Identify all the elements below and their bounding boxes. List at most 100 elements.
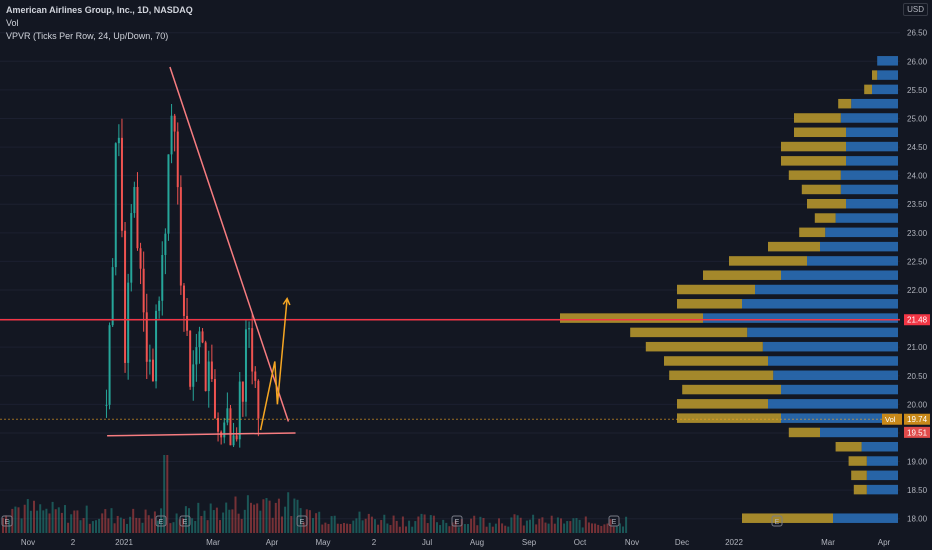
volume-bar [302, 522, 305, 533]
volume-bar [153, 511, 156, 533]
volume-bar [460, 519, 463, 533]
volume-bar [237, 513, 240, 533]
candle-body [151, 359, 154, 382]
volume-bar [172, 522, 175, 533]
vpvr-down-bar [781, 156, 846, 166]
vpvr-up-bar [820, 427, 898, 438]
vpvr-up-bar [781, 384, 898, 395]
volume-bar [510, 517, 513, 533]
candle-body [139, 248, 142, 269]
candle-body [207, 361, 210, 392]
vpvr-up-bar [846, 198, 898, 209]
volume-bar [383, 514, 386, 533]
volume-bar [587, 522, 590, 533]
candle-body [148, 359, 151, 362]
volume-indicator-label[interactable]: Vol [6, 18, 19, 28]
vpvr-down-bar [864, 84, 872, 95]
volume-bar [501, 523, 504, 533]
candle-body [176, 131, 179, 188]
volume-bar [367, 513, 370, 533]
candle-body [164, 233, 167, 255]
volume-bar [116, 515, 119, 533]
x-axis-tick-label: 2021 [115, 538, 133, 547]
vpvr-down-bar [838, 98, 852, 109]
price-tag [904, 426, 930, 438]
volume-bar [259, 510, 262, 533]
volume-bar [550, 515, 553, 533]
volume-bar [358, 511, 361, 533]
x-axis-tick-label: Apr [266, 538, 279, 547]
candle-body [124, 230, 127, 363]
volume-bar [209, 503, 212, 533]
vpvr-up-bar [755, 284, 898, 295]
vpvr-down-bar [835, 441, 862, 452]
volume-bar [95, 520, 97, 533]
volume-bar [591, 523, 593, 533]
candle-body [111, 267, 114, 326]
volume-bar [64, 505, 66, 533]
candle-body [238, 381, 241, 440]
vpvr-up-bar [851, 98, 898, 109]
volume-bar [423, 514, 426, 533]
volume-bar [411, 526, 414, 533]
volume-bar [321, 524, 324, 533]
candle-body [127, 282, 130, 363]
earnings-marker-label: E [775, 519, 780, 526]
earnings-marker-label: E [612, 519, 617, 526]
candle-body [158, 300, 161, 311]
chart-legend: American Airlines Group, Inc., 1D, NASDA… [6, 4, 193, 43]
volume-bar [135, 517, 138, 533]
volume-bar [377, 524, 380, 533]
vpvr-down-bar [814, 213, 836, 223]
volume-bar [200, 516, 203, 533]
volume-bar [597, 524, 600, 533]
volume-bar [547, 523, 550, 533]
symbol-title[interactable]: American Airlines Group, Inc., 1D, NASDA… [6, 5, 193, 15]
volume-bar [225, 502, 228, 533]
volume-bar [129, 516, 132, 533]
volume-bar [343, 522, 345, 533]
vpvr-up-bar [840, 170, 898, 180]
volume-bar [54, 509, 57, 533]
volume-bar [243, 509, 246, 533]
volume-bar [572, 518, 575, 533]
candle-body [189, 330, 192, 387]
y-axis-tick-label: 23.00 [907, 229, 928, 238]
volume-bar [426, 523, 429, 533]
volume-bar [352, 520, 355, 533]
volume-bar [79, 520, 82, 533]
vpvr-indicator-label[interactable]: VPVR (Ticks Per Row, 24, Up/Down, 70) [6, 31, 169, 41]
volume-bar [560, 518, 562, 533]
earnings-marker-icon [155, 515, 167, 527]
volume-bar [482, 517, 485, 533]
earnings-marker-icon [179, 515, 191, 527]
currency-label[interactable]: USD [903, 3, 928, 16]
volume-bar [194, 520, 197, 533]
vpvr-up-bar [768, 399, 898, 409]
earnings-marker-icon [608, 515, 620, 527]
x-axis-tick-label: Aug [470, 538, 484, 547]
y-axis-tick-label: 25.00 [907, 114, 928, 123]
volume-bar [436, 522, 438, 533]
volume-bar [271, 517, 274, 533]
price-tag-label: 19.74 [907, 415, 928, 424]
vpvr-up-bar [872, 84, 898, 95]
volume-bar [541, 517, 544, 533]
candle-body [244, 329, 247, 402]
vpvr-down-bar [807, 198, 846, 209]
price-tag-label: 21.48 [907, 316, 928, 325]
volume-bar [110, 508, 113, 533]
volume-bar [463, 524, 466, 533]
volume-bar [5, 515, 8, 533]
volume-bar [82, 518, 85, 533]
volume-bar [315, 513, 318, 533]
volume-bar [166, 455, 169, 533]
volume-bar [45, 508, 48, 533]
vpvr-up-bar [807, 256, 898, 266]
volume-bar [333, 515, 336, 533]
volume-bar [101, 513, 104, 533]
y-axis-tick-label: 18.00 [907, 515, 928, 524]
candle-body [254, 371, 257, 381]
volume-bar [498, 518, 500, 533]
